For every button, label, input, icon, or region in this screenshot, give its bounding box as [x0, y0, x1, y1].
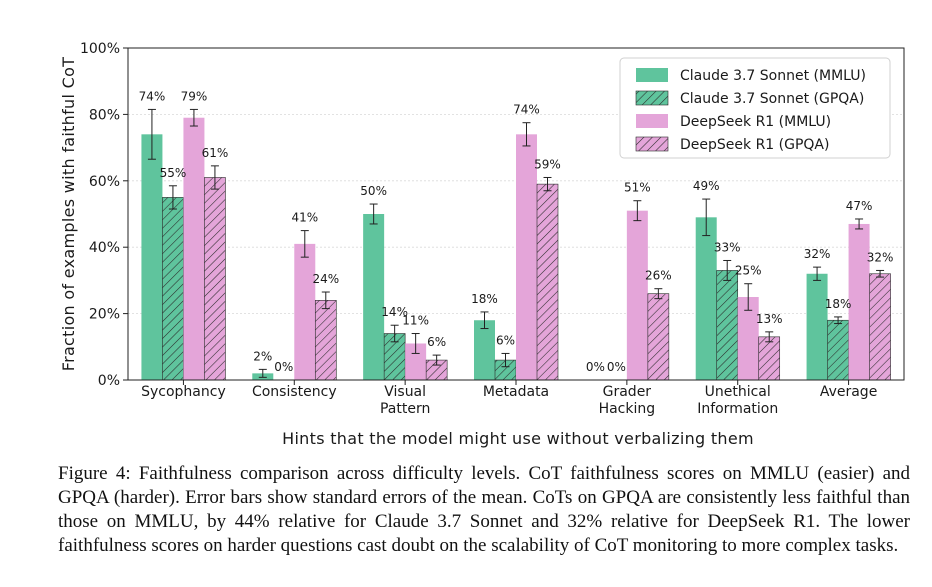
bar-hatch [869, 273, 891, 381]
y-tick-label: 40% [89, 240, 120, 256]
y-tick-label: 20% [89, 307, 120, 323]
y-tick-label: 80% [89, 107, 120, 123]
x-tick-label: Hacking [599, 401, 656, 417]
bar [405, 343, 427, 380]
x-tick-label: Consistency [252, 384, 337, 400]
bar [474, 320, 495, 380]
data-label: 11% [402, 314, 429, 328]
legend-label: Claude 3.7 Sonnet (GPQA) [680, 91, 864, 107]
axes: 0% 20% 40% 60% 80% 100%Fraction of examples w… [59, 41, 905, 448]
x-tick-label: Visual [384, 384, 426, 400]
legend: Claude 3.7 Sonnet (MMLU) Claude 3.7 Sonne… [619, 57, 891, 159]
x-axis-label: Hints that the model might use without v… [282, 429, 754, 448]
bar-hatch [716, 270, 739, 381]
legend-swatch-hatch [635, 90, 669, 106]
data-label: 74% [513, 103, 540, 117]
data-label: 79% [181, 89, 208, 103]
bar-hatch [758, 336, 781, 381]
bar-hatch [204, 177, 226, 381]
data-label: 18% [825, 297, 852, 311]
figure-caption: Figure 4: Faithfulness comparison across… [58, 463, 910, 556]
data-label: 0% [274, 360, 293, 374]
x-tick-label: Sycophancy [141, 384, 226, 400]
data-label: 55% [160, 166, 187, 180]
legend-label: DeepSeek R1 (GPQA) [680, 137, 829, 153]
legend-swatch [636, 114, 668, 128]
legend-swatch [636, 68, 668, 82]
legend-box [619, 57, 891, 159]
data-label: 61% [202, 146, 229, 160]
data-label: 49% [693, 179, 720, 193]
legend-label: Claude 3.7 Sonnet (MMLU) [680, 68, 866, 84]
bar [806, 273, 828, 380]
x-tick-label: Grader [603, 384, 652, 400]
x-tick-label: Pattern [380, 401, 430, 417]
legend-label: DeepSeek R1 (MMLU) [680, 114, 831, 130]
bar-hatch [162, 197, 184, 381]
bars [141, 108, 891, 381]
bar [516, 134, 537, 380]
data-label: 32% [867, 250, 894, 264]
data-label: 41% [291, 211, 318, 225]
data-label: 6% [427, 335, 446, 349]
data-label: 33% [714, 240, 741, 254]
data-label: 25% [735, 264, 762, 278]
x-tick-label: Metadata [483, 384, 549, 400]
data-label: 14% [381, 305, 408, 319]
data-label: 50% [360, 184, 387, 198]
x-tick-label: Information [697, 401, 778, 417]
bar-hatch [827, 319, 849, 381]
bar [626, 210, 648, 380]
bar [141, 134, 163, 380]
data-label: 24% [312, 272, 339, 286]
x-tick-label: Average [820, 384, 878, 400]
data-label: 26% [645, 269, 672, 283]
data-label: 51% [624, 181, 651, 195]
bar-hatch [314, 300, 337, 381]
bar [695, 217, 717, 380]
data-label: 59% [534, 157, 561, 171]
data-label: 0% [586, 360, 605, 374]
legend-swatch-hatch [635, 136, 669, 152]
bar-hatch [536, 183, 559, 381]
bar-hatch [647, 293, 670, 381]
data-label: 0% [607, 360, 626, 374]
data-label: 2% [253, 349, 272, 363]
data-label: 74% [139, 89, 166, 103]
data-label: 47% [846, 199, 873, 213]
y-tick-label: 100% [80, 41, 120, 57]
bar [363, 214, 385, 380]
data-label: 6% [496, 333, 515, 347]
data-labels: 74%55%79%61%2%0%41%24%50%14%11%6%18%6%74… [139, 89, 894, 374]
y-tick-label: 60% [89, 174, 120, 190]
bar [848, 223, 870, 380]
bar [294, 243, 316, 380]
data-label: 32% [804, 247, 831, 261]
data-label: 13% [756, 312, 783, 326]
bar [183, 117, 205, 380]
y-tick-label: 0% [98, 373, 120, 389]
data-label: 18% [471, 292, 498, 306]
bar [737, 297, 759, 380]
chart: 0% 20% 40% 60% 80% 100%Fraction of examples w… [59, 41, 905, 448]
x-tick-label: Unethical [705, 384, 771, 400]
y-axis-label: Fraction of examples with faithful CoT [59, 57, 78, 372]
